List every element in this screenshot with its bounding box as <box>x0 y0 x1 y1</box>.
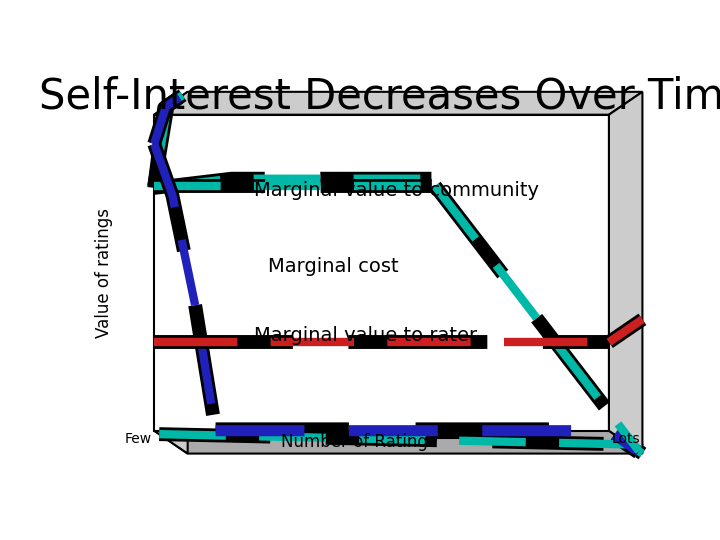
Text: Few: Few <box>125 432 151 446</box>
Polygon shape <box>154 92 188 454</box>
Text: Self-Interest Decreases Over Time: Self-Interest Decreases Over Time <box>39 75 720 117</box>
Text: Number of Ratings: Number of Ratings <box>281 433 436 451</box>
Polygon shape <box>154 431 642 454</box>
Text: Lots: Lots <box>612 432 640 446</box>
Text: Marginal value to rater: Marginal value to rater <box>254 326 477 346</box>
Text: Marginal cost: Marginal cost <box>268 257 398 276</box>
Polygon shape <box>609 92 642 454</box>
Polygon shape <box>154 92 642 114</box>
Text: Value of ratings: Value of ratings <box>95 208 113 338</box>
Polygon shape <box>154 114 609 431</box>
Text: Marginal value to community: Marginal value to community <box>254 181 539 200</box>
